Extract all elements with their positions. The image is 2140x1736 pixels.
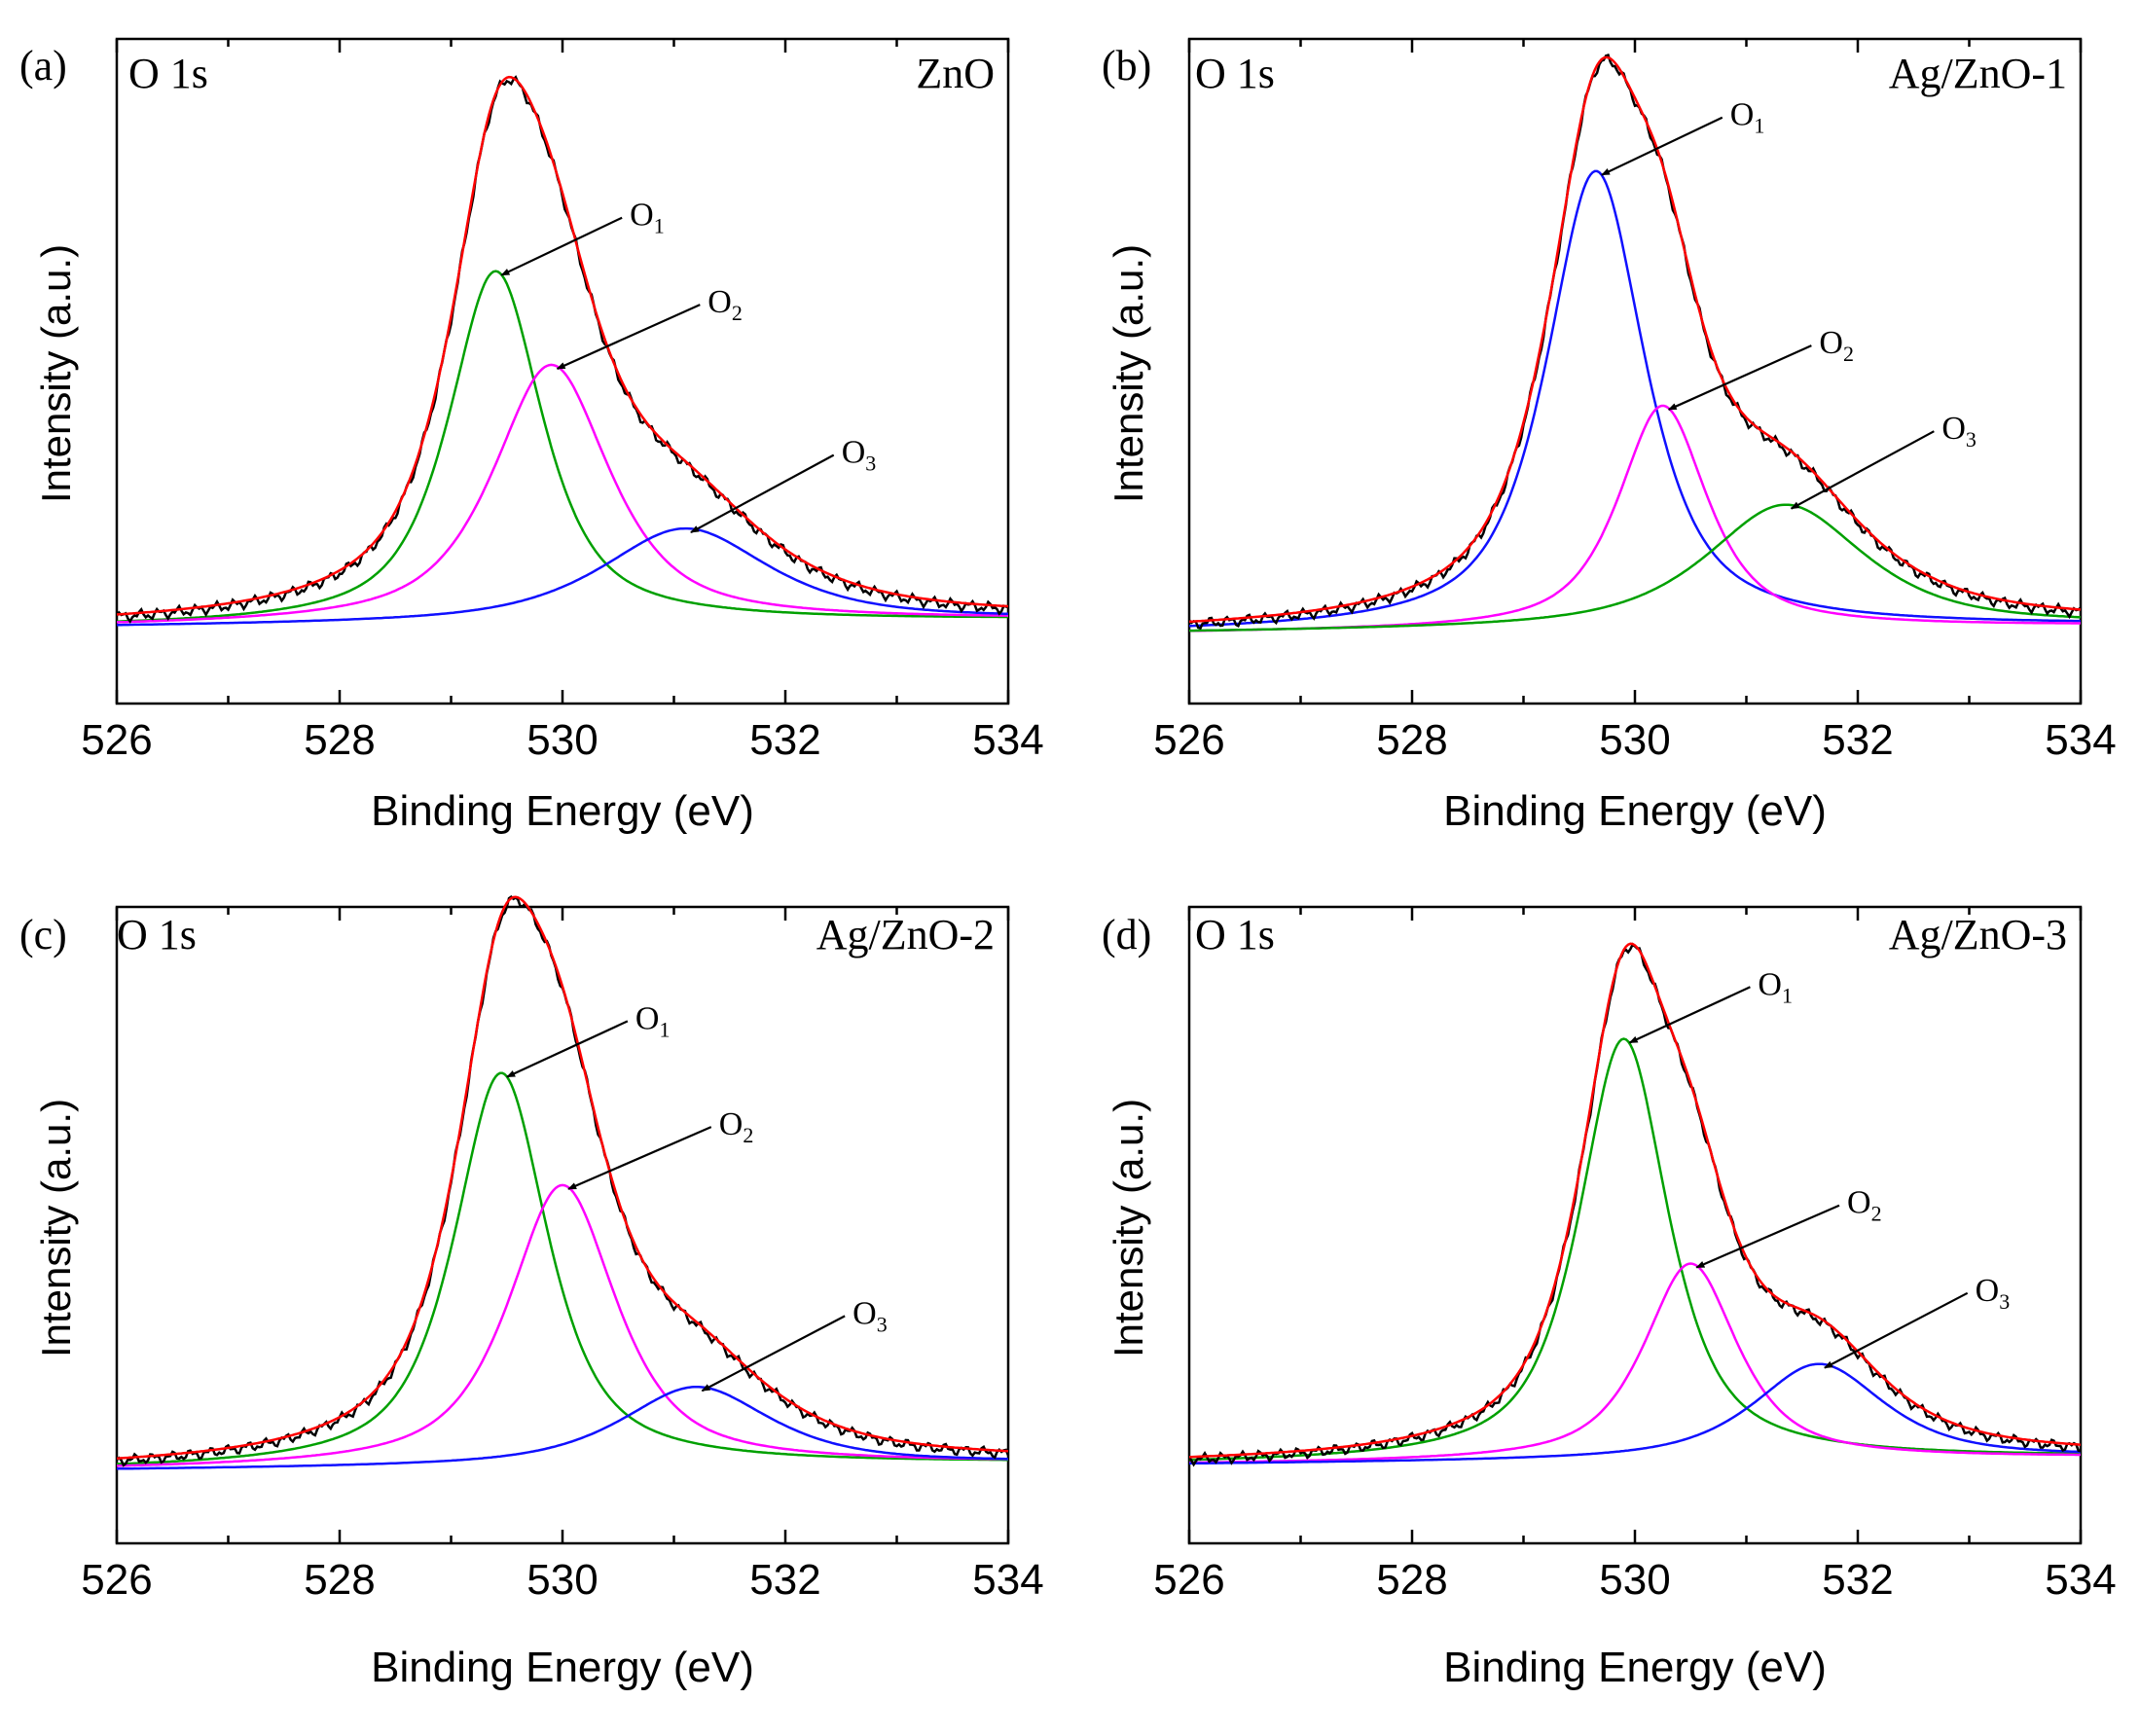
x-tick-label: 526 <box>81 1556 152 1604</box>
raw-spectrum <box>1188 54 2082 631</box>
x-tick-label: 528 <box>304 716 375 764</box>
fit-component-o3 <box>116 1385 1008 1470</box>
x-tick-label: 534 <box>972 1556 1043 1604</box>
panel-d: (d) O 1s Ag/ZnO-3 Intensity (a.u.) Bindi… <box>1102 905 2117 1691</box>
fit-component-o1 <box>116 1071 1008 1465</box>
sample-name: Ag/ZnO-3 <box>1889 911 2067 958</box>
annotation-label-o1: O1 <box>1758 966 1793 1007</box>
x-axis-label: Binding Energy (eV) <box>371 787 754 835</box>
panel-b: (b) O 1s Ag/ZnO-1 Intensity (a.u.) Bindi… <box>1102 37 2117 835</box>
fit-component-o2 <box>117 363 1008 624</box>
annotation-arrow <box>500 216 623 276</box>
x-tick-label: 526 <box>1153 1556 1224 1604</box>
y-axis-label: Intensity (a.u.) <box>1106 1099 1151 1357</box>
spectrum-title: O 1s <box>128 50 208 97</box>
x-tick-label: 532 <box>749 716 820 764</box>
x-axis-label: Binding Energy (eV) <box>1443 1644 1827 1691</box>
y-axis-label: Intensity (a.u.) <box>33 1099 79 1357</box>
x-axis-label: Binding Energy (eV) <box>371 1644 754 1691</box>
fit-component-o1 <box>1188 1037 2081 1462</box>
panel-label: (d) <box>1102 911 1151 958</box>
y-axis-label: Intensity (a.u.) <box>33 244 79 503</box>
fit-component-o1 <box>116 270 1008 623</box>
fit-component-o3 <box>1189 503 2082 633</box>
plot-area: 526 528 530 532 534 O1 O2 O3 <box>81 895 1044 1604</box>
spectrum-title: O 1s <box>1195 911 1275 958</box>
y-axis-label: Intensity (a.u.) <box>1106 244 1151 503</box>
annotation-label-o2: O2 <box>1847 1185 1882 1226</box>
annotation-label-o2: O2 <box>1819 325 1854 366</box>
plot-area: 526 528 530 532 534 O1 O2 O3 <box>1153 905 2117 1604</box>
sample-name: Ag/ZnO-2 <box>816 911 995 958</box>
x-tick-label: 526 <box>81 716 152 764</box>
annotation-arrow <box>1790 430 1935 510</box>
fit-envelope <box>1189 942 2082 1459</box>
fit-component-o2 <box>1189 1262 2081 1465</box>
x-tick-label: 534 <box>2045 1556 2116 1604</box>
spectrum-title: O 1s <box>117 911 197 958</box>
annotation-label-o1: O1 <box>635 1000 671 1041</box>
x-tick-label: 528 <box>304 1556 375 1604</box>
annotation-arrow <box>1601 116 1723 176</box>
annotation-label-o3: O3 <box>1941 411 1977 452</box>
panel-label: (c) <box>19 911 67 958</box>
plot-frame <box>115 905 1010 1545</box>
annotation-label-o3: O3 <box>1976 1273 2011 1314</box>
annotation-label-o2: O2 <box>707 284 743 325</box>
annotation-label-o1: O1 <box>630 198 665 238</box>
raw-spectrum <box>115 75 1009 624</box>
x-tick-label: 530 <box>526 716 598 764</box>
x-tick-label: 528 <box>1376 1556 1447 1604</box>
sample-name: Ag/ZnO-1 <box>1889 50 2067 97</box>
annotation-label-o3: O3 <box>842 435 877 476</box>
sample-name: ZnO <box>916 50 995 97</box>
fit-component-o1 <box>1188 169 2081 628</box>
panel-a: (a) O 1s ZnO Intensity (a.u.) Binding En… <box>19 37 1044 835</box>
x-tick-label: 530 <box>526 1556 598 1604</box>
annotation-arrow <box>567 1126 712 1190</box>
annotation-arrow <box>1695 1204 1840 1269</box>
x-tick-label: 534 <box>972 716 1043 764</box>
raw-spectrum <box>1187 942 2082 1467</box>
fit-component-o2 <box>116 1183 1008 1467</box>
annotation-arrow <box>701 1315 846 1392</box>
x-tick-label: 532 <box>1822 1556 1893 1604</box>
annotation-arrow <box>1628 986 1751 1044</box>
panel-c: (c) O 1s Ag/ZnO-2 Intensity (a.u.) Bindi… <box>19 895 1044 1691</box>
fit-envelope <box>116 75 1009 616</box>
panel-label: (a) <box>19 42 67 90</box>
plot-area: 526 528 530 532 534 O1 O2 O3 <box>1153 37 2117 764</box>
annotation-arrow <box>506 1020 629 1078</box>
x-tick-label: 534 <box>2045 716 2116 764</box>
fit-component-o3 <box>117 526 1009 627</box>
fit-envelope <box>1188 55 2082 624</box>
annotation-label-o2: O2 <box>719 1106 754 1147</box>
annotation-label-o1: O1 <box>1730 97 1765 138</box>
x-tick-label: 532 <box>749 1556 820 1604</box>
spectrum-title: O 1s <box>1195 50 1275 97</box>
annotation-arrow <box>690 453 835 534</box>
x-tick-label: 532 <box>1822 716 1893 764</box>
x-tick-label: 530 <box>1599 716 1670 764</box>
annotation-arrow <box>1667 344 1812 411</box>
fit-envelope <box>116 895 1009 1460</box>
plot-frame <box>1187 37 2083 705</box>
x-tick-label: 530 <box>1599 1556 1670 1604</box>
raw-spectrum <box>116 895 1010 1467</box>
fit-component-o3 <box>1188 1362 2082 1465</box>
x-tick-label: 526 <box>1153 716 1224 764</box>
annotation-arrow <box>556 304 701 370</box>
annotation-label-o3: O3 <box>852 1295 888 1336</box>
panel-label: (b) <box>1102 42 1151 90</box>
plot-area: 526 528 530 532 534 O1 O2 O3 <box>81 37 1044 764</box>
annotation-arrow <box>1824 1291 1969 1369</box>
x-axis-label: Binding Energy (eV) <box>1443 787 1827 835</box>
x-tick-label: 528 <box>1376 716 1447 764</box>
